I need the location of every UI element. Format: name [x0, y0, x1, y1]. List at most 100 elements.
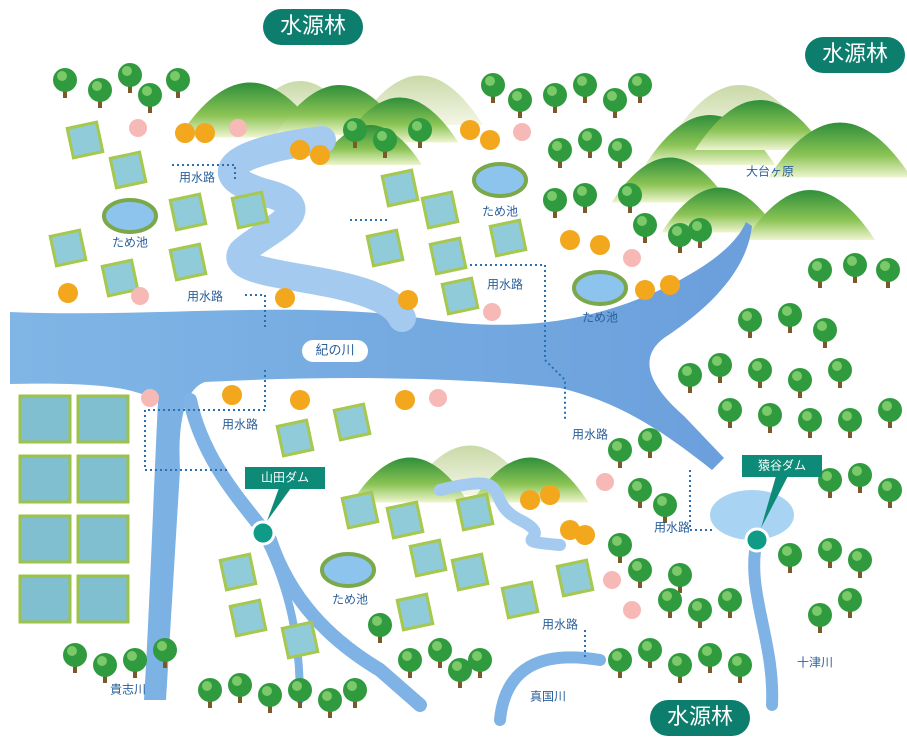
orange	[398, 290, 418, 310]
forest-label: 水源林	[667, 705, 733, 730]
orange	[195, 123, 215, 143]
tree-highlight	[662, 591, 672, 601]
orange	[310, 145, 330, 165]
dam-marker	[252, 522, 274, 544]
paddy-block	[20, 456, 70, 502]
tree-highlight	[852, 551, 862, 561]
orange	[222, 385, 242, 405]
canal-label: 用水路	[542, 617, 578, 632]
tree-highlight	[322, 691, 332, 701]
orange	[58, 283, 78, 303]
tree-highlight	[577, 76, 587, 86]
tree-highlight	[582, 131, 592, 141]
river-label: 十津川	[797, 656, 833, 670]
tree-highlight	[812, 261, 822, 271]
tree-highlight	[202, 681, 212, 691]
tree-highlight	[752, 361, 762, 371]
paddy-field	[342, 492, 378, 528]
peach	[229, 119, 247, 137]
paddy-field	[502, 582, 538, 618]
tree-highlight	[637, 216, 647, 226]
peach	[596, 473, 614, 491]
map: 水源林水源林水源林紀の川大台ヶ原用水路用水路用水路用水路用水路用水路用水路ため池…	[0, 0, 907, 740]
paddy-block	[78, 516, 128, 562]
tree-highlight	[127, 651, 137, 661]
paddy-block	[78, 576, 128, 622]
paddy-block	[20, 516, 70, 562]
paddy-field	[170, 194, 206, 230]
tree-highlight	[612, 651, 622, 661]
tree-highlight	[832, 361, 842, 371]
tree-highlight	[232, 676, 242, 686]
dam-label: 猿谷ダム	[758, 458, 806, 473]
tree-highlight	[142, 86, 152, 96]
tree-highlight	[92, 81, 102, 91]
orange	[290, 140, 310, 160]
tree-highlight	[485, 76, 495, 86]
tree-highlight	[847, 256, 857, 266]
tree-highlight	[552, 141, 562, 151]
canal-label: 用水路	[487, 277, 523, 292]
tree-highlight	[742, 311, 752, 321]
river-label: 真国川	[530, 690, 566, 704]
pond-label: ため池	[332, 593, 368, 607]
paddy-field	[367, 230, 403, 266]
peach	[513, 123, 531, 141]
tree-highlight	[882, 481, 892, 491]
tree-highlight	[712, 356, 722, 366]
tree-highlight	[612, 441, 622, 451]
paddy-field	[282, 622, 318, 658]
paddy-field	[110, 152, 146, 188]
stream	[232, 140, 402, 318]
paddy-field	[50, 230, 86, 266]
place-label: 大台ヶ原	[746, 164, 794, 179]
peach	[623, 601, 641, 619]
pond	[322, 554, 374, 586]
paddy-field	[220, 554, 256, 590]
pond	[574, 272, 626, 304]
scenery	[10, 63, 907, 720]
peach	[131, 287, 149, 305]
paddy-field	[397, 594, 433, 630]
peach	[483, 303, 501, 321]
dam-pointer	[267, 488, 291, 521]
tree-highlight	[842, 591, 852, 601]
tree-highlight	[722, 401, 732, 411]
canal-label: 用水路	[187, 289, 223, 304]
tree-highlight	[852, 466, 862, 476]
canal-label: 用水路	[654, 520, 690, 535]
tree-highlight	[577, 186, 587, 196]
paddy-field	[557, 560, 593, 596]
tree-highlight	[880, 261, 890, 271]
tree-highlight	[622, 186, 632, 196]
orange	[540, 485, 560, 505]
orange	[560, 230, 580, 250]
tree-highlight	[702, 646, 712, 656]
paddy-block	[20, 576, 70, 622]
tree-highlight	[432, 641, 442, 651]
tree-highlight	[632, 561, 642, 571]
mountain	[745, 190, 875, 240]
peach	[603, 571, 621, 589]
tree-highlight	[412, 121, 422, 131]
paddy-field	[170, 244, 206, 280]
orange	[460, 120, 480, 140]
dam-label: 山田ダム	[261, 470, 309, 485]
tree-highlight	[657, 496, 667, 506]
paddy-block	[78, 396, 128, 442]
tree-highlight	[402, 651, 412, 661]
tree-highlight	[692, 221, 702, 231]
orange	[520, 490, 540, 510]
tree-highlight	[842, 411, 852, 421]
tree-highlight	[762, 406, 772, 416]
tree-highlight	[512, 91, 522, 101]
tree-highlight	[347, 681, 357, 691]
tree-highlight	[262, 686, 272, 696]
pond	[474, 164, 526, 196]
tree-highlight	[97, 656, 107, 666]
paddy-field	[102, 260, 138, 296]
forest-label: 水源林	[280, 14, 346, 39]
tree-highlight	[692, 601, 702, 611]
tree-highlight	[802, 411, 812, 421]
tree-highlight	[722, 591, 732, 601]
